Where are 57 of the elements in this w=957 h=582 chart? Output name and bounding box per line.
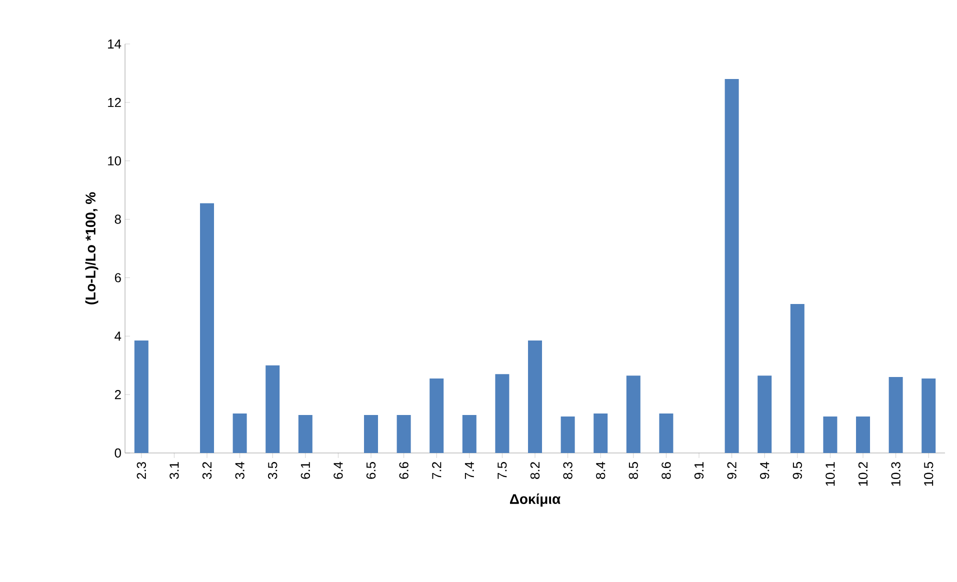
y-tick-label: 14	[108, 40, 122, 48]
bar	[922, 378, 936, 453]
bar	[823, 416, 838, 453]
x-tick-label: 10.2	[858, 462, 868, 486]
x-tick-label: 8.3	[563, 462, 572, 479]
x-tick-label: 3.4	[235, 462, 244, 480]
bar	[626, 376, 640, 453]
x-tick-label: 6.1	[300, 462, 310, 479]
x-tick-label: 8.5	[628, 462, 638, 479]
x-tick-label: 6.5	[366, 462, 376, 479]
bar	[594, 414, 608, 453]
x-tick-label: 10.5	[924, 462, 934, 486]
bar	[528, 340, 542, 453]
y-tick-label: 4	[114, 332, 122, 341]
x-tick-label: 3.1	[170, 462, 179, 480]
bar	[659, 414, 674, 453]
x-tick-label: 2.3	[136, 462, 146, 479]
x-tick-label: 7.5	[498, 462, 507, 479]
bar	[430, 378, 444, 453]
bar	[298, 415, 312, 453]
x-tick-label: 9.2	[727, 462, 736, 479]
bar	[758, 376, 772, 453]
x-tick-label: 7.2	[432, 462, 442, 479]
bar	[266, 365, 280, 453]
bar	[724, 79, 739, 453]
x-tick-label: 7.4	[464, 462, 474, 479]
bar	[364, 415, 378, 453]
x-tick-label: 8.2	[530, 462, 540, 479]
x-tick-label: 6.6	[399, 462, 408, 479]
x-tick-label: 9.1	[694, 462, 704, 479]
bar	[462, 415, 476, 453]
x-tick-label: 9.4	[760, 462, 770, 479]
x-tick-label: 8.4	[596, 462, 606, 479]
y-tick-label: 0	[114, 448, 121, 458]
bar	[200, 203, 214, 453]
x-tick-label: 3.5	[268, 462, 278, 480]
bar	[790, 304, 804, 453]
x-tick-label: 9.5	[792, 462, 802, 479]
y-tick-label: 12	[108, 98, 121, 107]
bar	[888, 377, 903, 453]
bar	[134, 340, 148, 453]
bar	[232, 414, 247, 453]
bar	[856, 416, 870, 453]
y-tick-label: 6	[114, 273, 121, 282]
bar	[396, 415, 411, 453]
x-tick-label: 3.2	[202, 462, 212, 480]
y-tick-label: 2	[114, 390, 121, 400]
y-tick-label: 10	[108, 156, 121, 166]
y-tick-label: 8	[114, 214, 121, 224]
y-axis-title: (Lo-L)/Lo *100, %	[85, 192, 98, 304]
x-tick-label: 8.6	[662, 462, 671, 479]
x-tick-label: 10.1	[826, 462, 835, 486]
bar	[495, 374, 510, 453]
bar	[560, 416, 575, 453]
x-axis-title: Δοκίμια	[510, 494, 560, 507]
x-tick-label: 10.3	[891, 462, 900, 486]
x-tick-label: 6.4	[334, 462, 343, 479]
